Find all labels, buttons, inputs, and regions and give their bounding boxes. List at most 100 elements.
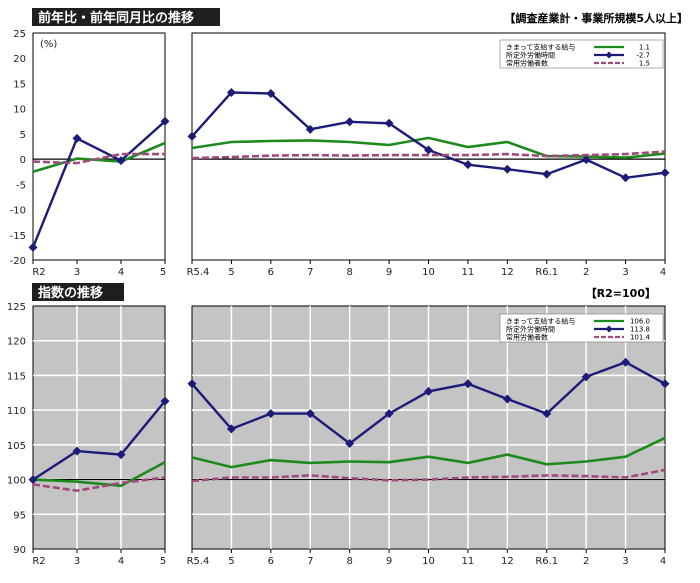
monthly-panel: R5.4 5 6 7 8 9 10 11 12 R6.1 2 3 4 [187,305,670,567]
legend-value: 101.4 [630,334,651,342]
data-point-overtime [116,450,126,460]
x-tick-label: 4 [660,267,666,278]
data-point-overtime [345,117,355,127]
x-tick-label: 7 [307,556,313,567]
legend-label: 所定外労働時間 [506,51,555,60]
y-tick-label: 100 [7,476,26,487]
data-point-overtime [266,89,276,99]
data-point-overtime [581,372,591,382]
data-point-overtime [502,164,512,174]
data-point-overtime [72,446,82,456]
legend: きまって支給する給与 1.1 所定外労働時間 -2.7 常用労働者数 1.5 [499,39,664,69]
chart-title: 前年比・前年同月比の推移 [38,10,194,26]
annual-panel: R2 3 4 5 [28,32,170,278]
data-point-overtime [345,438,355,448]
data-point-overtime [116,156,126,166]
y-tick-label: 95 [13,510,26,521]
legend-marker [605,325,613,333]
chart-title: 指数の推移 [38,285,103,301]
y-tick-label: 110 [7,406,26,417]
y-unit-label: (%) [40,39,57,50]
series-line-wage [191,436,666,469]
y-tick-label: 5 [20,130,26,141]
x-tick-label: 11 [462,556,475,567]
series-line-wage [32,141,166,173]
x-tick-label: 8 [346,267,352,278]
chart-scope-tag: 【調査産業計・事業所規模5人以上】 [504,11,688,25]
legend-value: 1.5 [639,60,650,68]
legend-value: 1.1 [639,44,650,52]
x-tick-label: R5.4 [187,556,210,567]
data-point-overtime [305,124,315,134]
series-line-overtime [31,120,166,248]
legend-value: 113.8 [630,326,650,334]
chart-title-box [32,283,124,301]
series-line-employment [191,468,666,483]
x-tick-label: 10 [422,556,435,567]
x-tick-label: 6 [268,267,274,278]
legend-box [499,313,664,343]
x-tick-label: 2 [583,267,589,278]
x-tick-label: 3 [74,267,80,278]
x-tick-label: 7 [307,267,313,278]
data-point-overtime [384,118,394,128]
index-chart: 指数の推移 【R2=100】 R2 3 4 5 R5.4 5 6 7 8 9 10 11 12 R6.1 2 3 4… [7,283,670,567]
data-point-overtime [463,379,473,389]
y-tick-label: 105 [7,441,26,452]
data-point-overtime [226,88,236,98]
y-tick-label: 120 [7,337,26,348]
x-tick-label: R2 [32,267,45,278]
y-tick-label: -20 [10,256,26,267]
data-point-overtime [542,169,552,179]
y-tick-label: 90 [13,545,26,556]
x-tick-label: 5 [228,267,234,278]
legend-label: 所定外労働時間 [506,325,555,334]
x-tick-label: 4 [118,267,124,278]
legend-label: きまって支給する給与 [506,317,575,326]
x-tick-label: 3 [622,556,628,567]
x-tick-label: 3 [622,267,628,278]
data-point-overtime [187,131,197,141]
chart-title-box [32,8,220,26]
x-tick-label: 11 [462,267,475,278]
legend: きまって支給する給与 106.0 所定外労働時間 113.8 常用労働者数 101.4 [499,313,664,343]
x-tick-label: 3 [74,556,80,567]
data-point-overtime [72,133,82,143]
x-tick-label: 4 [118,556,124,567]
data-point-overtime [160,396,170,406]
x-tick-label: 10 [422,267,435,278]
data-point-overtime [28,475,38,485]
legend-label: 常用労働者数 [506,59,548,68]
monthly-panel: R5.4 5 6 7 8 9 10 11 12 R6.1 2 3 4 [187,32,670,278]
x-tick-label: 9 [386,267,392,278]
x-tick-label: R2 [32,556,45,567]
legend-label: きまって支給する給与 [506,43,575,52]
x-tick-label: 12 [501,267,514,278]
series-line-employment [32,152,165,165]
data-point-overtime [305,409,315,419]
y-tick-label: 25 [13,29,26,40]
data-point-overtime [463,160,473,170]
series-line-employment [32,476,166,493]
x-tick-label: 6 [268,556,274,567]
series-line-wage [32,461,166,488]
data-point-overtime [160,116,170,126]
x-tick-label: 2 [583,556,589,567]
data-point-overtime [660,168,670,178]
x-tick-label: R6.1 [535,267,558,278]
data-point-overtime [542,409,552,419]
data-point-overtime [502,394,512,404]
data-point-overtime [187,379,197,389]
x-tick-label: R6.1 [535,556,558,567]
data-point-overtime [226,424,236,434]
y-tick-label: 0 [20,155,26,166]
y-tick-label: -5 [16,180,26,191]
x-tick-label: R5.4 [187,267,210,278]
data-point-overtime [660,379,670,389]
legend-marker [605,51,613,59]
x-tick-label: 4 [660,556,666,567]
annual-panel: R2 3 4 5 [28,305,170,567]
x-tick-label: 5 [160,267,166,278]
y-tick-label: 10 [13,105,26,116]
